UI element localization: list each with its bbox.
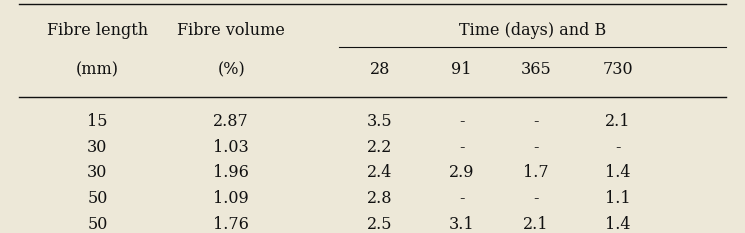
Text: -: - <box>615 139 621 156</box>
Text: 3.5: 3.5 <box>367 113 393 130</box>
Text: Fibre volume: Fibre volume <box>177 22 285 39</box>
Text: 1.03: 1.03 <box>213 139 249 156</box>
Text: 50: 50 <box>87 190 107 207</box>
Text: 2.9: 2.9 <box>449 164 475 182</box>
Text: 28: 28 <box>370 61 390 78</box>
Text: 15: 15 <box>87 113 107 130</box>
Text: 30: 30 <box>87 164 107 182</box>
Text: 1.1: 1.1 <box>605 190 631 207</box>
Text: -: - <box>533 113 539 130</box>
Text: -: - <box>533 190 539 207</box>
Text: Fibre length: Fibre length <box>47 22 148 39</box>
Text: 365: 365 <box>521 61 551 78</box>
Text: 1.4: 1.4 <box>605 164 630 182</box>
Text: 2.8: 2.8 <box>367 190 393 207</box>
Text: 91: 91 <box>451 61 472 78</box>
Text: 30: 30 <box>87 139 107 156</box>
Text: 2.5: 2.5 <box>367 216 393 233</box>
Text: -: - <box>459 139 464 156</box>
Text: 2.2: 2.2 <box>367 139 393 156</box>
Text: 2.1: 2.1 <box>523 216 549 233</box>
Text: 3.1: 3.1 <box>449 216 475 233</box>
Text: 1.76: 1.76 <box>213 216 249 233</box>
Text: 2.1: 2.1 <box>605 113 630 130</box>
Text: 1.4: 1.4 <box>605 216 630 233</box>
Text: -: - <box>459 113 464 130</box>
Text: 1.96: 1.96 <box>213 164 249 182</box>
Text: 50: 50 <box>87 216 107 233</box>
Text: 1.09: 1.09 <box>213 190 249 207</box>
Text: (%): (%) <box>218 61 245 78</box>
Text: 2.87: 2.87 <box>213 113 249 130</box>
Text: Time (days) and B: Time (days) and B <box>459 22 606 39</box>
Text: 730: 730 <box>603 61 633 78</box>
Text: -: - <box>533 139 539 156</box>
Text: (mm): (mm) <box>76 61 119 78</box>
Text: -: - <box>459 190 464 207</box>
Text: 2.4: 2.4 <box>367 164 393 182</box>
Text: 1.7: 1.7 <box>523 164 549 182</box>
